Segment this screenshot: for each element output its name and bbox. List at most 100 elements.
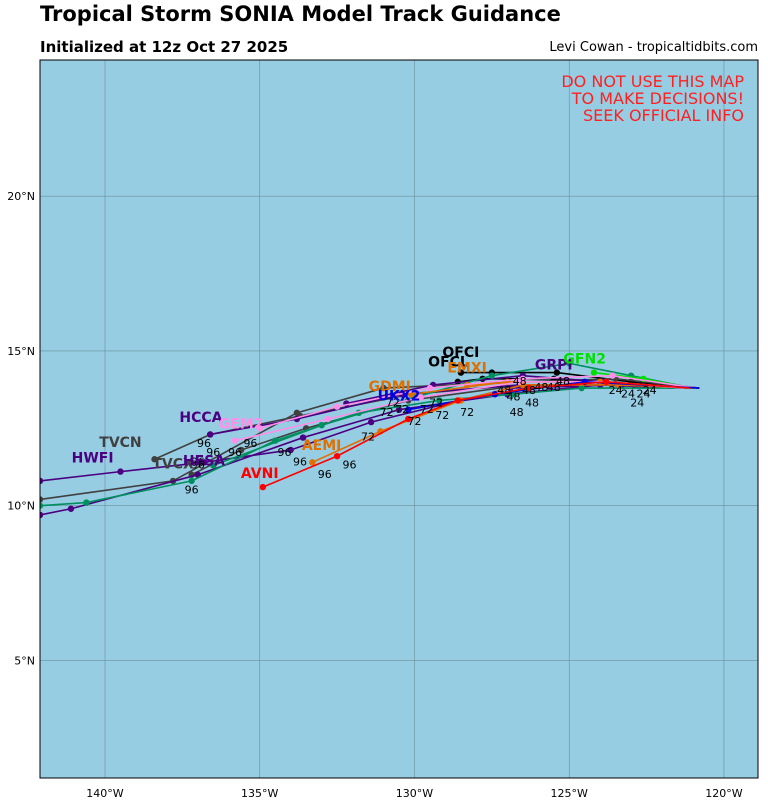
- track-point-hfsa: [67, 505, 75, 512]
- forecast-hour-label: 72: [429, 397, 443, 410]
- forecast-hour-label: 72: [460, 406, 474, 419]
- forecast-hour-label: 96: [185, 483, 199, 496]
- lon-tick-label: 125°W: [551, 787, 588, 800]
- forecast-hour-label: 48: [497, 384, 511, 397]
- track-point-hwfi: [40, 477, 44, 485]
- track-point-avni: [405, 415, 412, 423]
- track-line-aemi: [312, 384, 694, 464]
- model-tracks: [40, 360, 700, 519]
- forecast-hour-label: 96: [293, 455, 307, 468]
- track-point-ctci: [436, 397, 443, 404]
- map-frame: [39, 59, 759, 779]
- model-label-ukx2: UKX2: [378, 388, 421, 404]
- forecast-hour-label: 48: [522, 384, 536, 397]
- track-point-gem2: [324, 415, 332, 423]
- track-point-gem2: [417, 394, 424, 401]
- forecast-hour-label: 72: [407, 415, 421, 428]
- forecast-hour-label: 96: [342, 459, 356, 472]
- track-point-ofci: [553, 369, 561, 376]
- model-label-avni: AVNI: [241, 466, 279, 482]
- model-label-ofci: OFCI: [442, 345, 479, 361]
- model-label-hfsa: HFSA: [183, 453, 225, 469]
- track-point-hmon: [488, 372, 496, 379]
- forecast-hour-label: 72: [395, 403, 409, 416]
- model-label-gem2: GEM2: [219, 416, 264, 432]
- forecast-hour-label: 24: [609, 384, 623, 397]
- forecast-hour-label: 24: [621, 387, 635, 400]
- lon-tick-label: 120°W: [705, 787, 742, 800]
- forecast-hour-label: 96: [197, 437, 211, 450]
- model-label-tvcn: TVCN: [99, 435, 141, 451]
- track-point-hfsa: [40, 511, 44, 519]
- track-point-ctci: [578, 384, 585, 392]
- forecast-hour-label: 72: [361, 431, 375, 444]
- track-point-hfsa: [299, 434, 307, 441]
- model-label-gdmi: GDMI: [369, 379, 411, 395]
- track-point-aemi: [309, 459, 316, 466]
- model-label-ofcl: OFCL: [428, 354, 469, 370]
- forecast-hour-label: 48: [556, 375, 570, 388]
- model-label-hcca: HCCA: [179, 410, 222, 426]
- lat-tick-label: 20°N: [7, 190, 35, 203]
- track-point-hmon: [566, 360, 573, 367]
- track-point-avni: [525, 384, 533, 392]
- model-label-emxi: EMXI: [447, 361, 487, 377]
- forecast-hour-label: 96: [277, 446, 291, 459]
- forecast-hour-label: 72: [420, 403, 434, 416]
- lon-tick-label: 140°W: [86, 787, 123, 800]
- forecast-hour-label: 72: [386, 397, 400, 410]
- lat-tick-label: 10°N: [7, 500, 35, 513]
- track-line-hfsa: [40, 384, 675, 516]
- forecast-hour-label: 96: [243, 437, 257, 450]
- track-point-hwfi: [117, 468, 124, 475]
- forecast-hour-label: 24: [630, 397, 644, 410]
- forecast-hour-label: 96: [228, 446, 242, 459]
- track-point-gfso: [40, 496, 44, 503]
- warning-line-1: DO NOT USE THIS MAP: [561, 72, 744, 91]
- warning-line-2: TO MAKE DECISIONS!: [571, 89, 744, 108]
- track-point-hmon: [210, 462, 217, 469]
- map-grid: [40, 60, 758, 778]
- forecast-hour-label: 72: [435, 409, 449, 422]
- track-point-hfsa: [395, 406, 403, 413]
- ocean-background: [40, 60, 758, 778]
- forecast-hour-label: 48: [507, 390, 521, 403]
- track-point-gem2: [516, 378, 523, 386]
- forecast-hour-label: 96: [318, 468, 332, 481]
- forecast-hour-label: 96: [191, 459, 205, 472]
- forecast-hour-label: 72: [380, 406, 394, 419]
- track-point-gfn2: [590, 369, 598, 376]
- model-label-tvcx: TVCX: [152, 457, 194, 473]
- credit-text: Levi Cowan - tropicaltidbits.com: [549, 40, 758, 55]
- forecast-hour-label: 48: [547, 381, 561, 394]
- forecast-hour-label: 48: [534, 381, 548, 394]
- model-label-hwfi: HWFI: [72, 450, 114, 466]
- model-label-aemi: AEMI: [302, 438, 342, 454]
- track-point-hwfi: [287, 446, 294, 454]
- track-point-dshp: [333, 403, 341, 410]
- lat-tick-label: 15°N: [7, 345, 35, 358]
- track-point-hwfi: [367, 418, 375, 426]
- lat-tick-label: 5°N: [14, 654, 35, 667]
- map-title: Tropical Storm SONIA Model Track Guidanc…: [40, 2, 561, 26]
- forecast-hour-label: 48: [510, 406, 524, 419]
- track-point-dshp: [609, 372, 616, 379]
- model-label-grpi: GRPI: [535, 357, 573, 373]
- track-point-ctci: [188, 477, 195, 485]
- track-point-hmon: [318, 421, 325, 429]
- forecast-hour-label: 24: [636, 387, 650, 400]
- track-point-dshp: [256, 425, 263, 432]
- init-time: Initialized at 12z Oct 27 2025: [40, 38, 289, 56]
- forecast-hour-label: 48: [525, 397, 539, 410]
- forecast-hour-label: 48: [513, 375, 527, 388]
- track-point-avni: [259, 483, 267, 491]
- lon-tick-label: 135°W: [241, 787, 278, 800]
- forecast-hour-label: 96: [206, 446, 220, 459]
- track-point-hcca: [207, 431, 214, 438]
- track-point-avni: [333, 452, 341, 460]
- track-point-gfso: [380, 384, 387, 392]
- lon-tick-label: 130°W: [396, 787, 433, 800]
